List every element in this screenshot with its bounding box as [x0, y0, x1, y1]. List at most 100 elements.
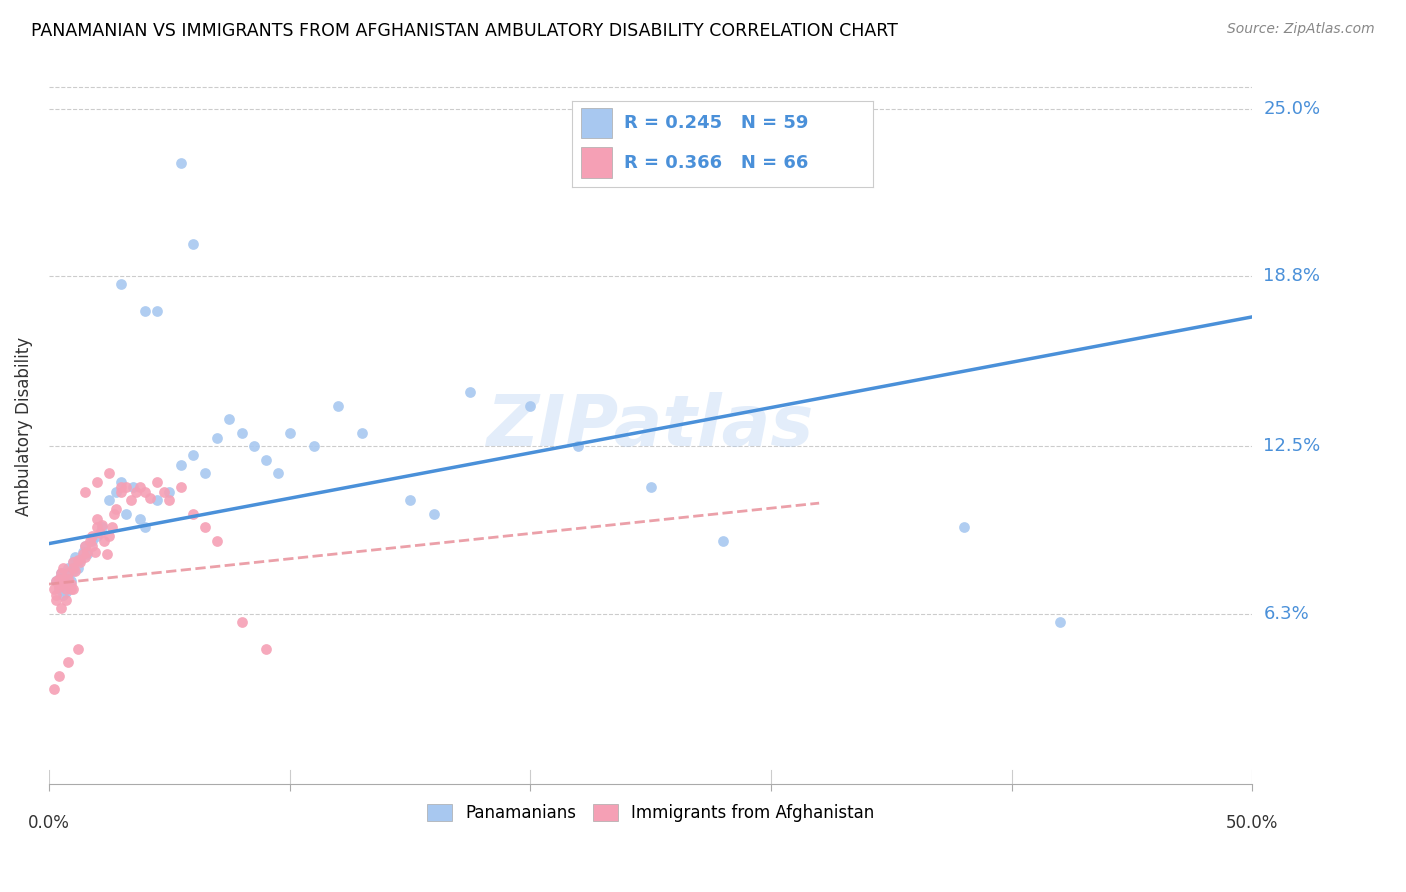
Point — [75, 550, 97, 565]
Point — [49, 566, 72, 581]
Point — [567, 439, 589, 453]
Point — [89, 525, 111, 540]
Point — [48, 582, 70, 597]
Point — [75, 539, 97, 553]
Point — [110, 475, 132, 489]
Point — [183, 448, 205, 462]
Point — [45, 593, 67, 607]
Point — [110, 277, 132, 292]
Point — [98, 467, 121, 481]
Point — [65, 550, 87, 565]
Point — [62, 561, 84, 575]
Point — [48, 669, 70, 683]
Point — [62, 556, 84, 570]
Point — [79, 533, 101, 548]
Point — [55, 577, 77, 591]
Point — [96, 548, 118, 562]
Point — [86, 520, 108, 534]
Point — [146, 493, 169, 508]
Point — [350, 425, 373, 440]
Point — [66, 553, 89, 567]
Point — [183, 507, 205, 521]
Point — [66, 561, 89, 575]
Text: ZIPatlas: ZIPatlas — [486, 392, 814, 460]
Point — [98, 493, 121, 508]
Point — [48, 580, 70, 594]
Point — [52, 561, 75, 575]
Point — [82, 533, 104, 548]
Text: Source: ZipAtlas.com: Source: ZipAtlas.com — [1227, 22, 1375, 37]
Point — [170, 480, 193, 494]
Point — [49, 577, 72, 591]
Point — [103, 507, 125, 521]
Legend: Panamanians, Immigrants from Afghanistan: Panamanians, Immigrants from Afghanistan — [420, 797, 882, 830]
Point — [711, 533, 734, 548]
Point — [52, 572, 75, 586]
Point — [110, 485, 132, 500]
Point — [62, 564, 84, 578]
Point — [129, 480, 152, 494]
Point — [93, 533, 115, 548]
Point — [115, 480, 138, 494]
Point — [242, 439, 264, 453]
Point — [72, 548, 94, 562]
Point — [98, 528, 121, 542]
Point — [122, 480, 145, 494]
Point — [183, 237, 205, 252]
Point — [65, 564, 87, 578]
Point — [82, 528, 104, 542]
Text: 6.3%: 6.3% — [1264, 605, 1309, 623]
Point — [86, 528, 108, 542]
Point — [75, 485, 97, 500]
Point — [69, 556, 91, 570]
Point — [55, 585, 77, 599]
Point — [423, 507, 446, 521]
Point — [254, 641, 277, 656]
Point — [58, 569, 80, 583]
Point — [76, 548, 98, 562]
Point — [59, 582, 82, 597]
Point — [254, 453, 277, 467]
Point — [76, 544, 98, 558]
Point — [48, 572, 70, 586]
Text: 25.0%: 25.0% — [1264, 100, 1320, 118]
Point — [207, 431, 229, 445]
Point — [120, 493, 142, 508]
Point — [115, 507, 138, 521]
Point — [82, 539, 104, 553]
Point — [58, 561, 80, 575]
Point — [278, 425, 301, 440]
Point — [62, 582, 84, 597]
Point — [55, 593, 77, 607]
Text: PANAMANIAN VS IMMIGRANTS FROM AFGHANISTAN AMBULATORY DISABILITY CORRELATION CHAR: PANAMANIAN VS IMMIGRANTS FROM AFGHANISTA… — [31, 22, 898, 40]
Point — [59, 574, 82, 589]
Point — [42, 582, 65, 597]
Point — [69, 553, 91, 567]
Point — [519, 399, 541, 413]
Point — [134, 304, 156, 318]
Point — [231, 615, 253, 629]
Point — [90, 520, 112, 534]
Point — [399, 493, 422, 508]
Point — [58, 656, 80, 670]
Point — [139, 491, 162, 505]
Point — [194, 520, 217, 534]
Point — [218, 412, 240, 426]
Point — [100, 520, 122, 534]
Point — [153, 485, 176, 500]
Point — [157, 493, 180, 508]
Point — [458, 385, 481, 400]
Text: 50.0%: 50.0% — [1226, 814, 1278, 832]
Point — [86, 475, 108, 489]
Point — [124, 485, 146, 500]
Point — [302, 439, 325, 453]
Point — [170, 156, 193, 170]
Point — [83, 544, 105, 558]
Point — [59, 577, 82, 591]
Point — [90, 517, 112, 532]
Point — [157, 485, 180, 500]
Point — [49, 577, 72, 591]
Point — [129, 512, 152, 526]
Point — [72, 544, 94, 558]
Point — [49, 566, 72, 581]
